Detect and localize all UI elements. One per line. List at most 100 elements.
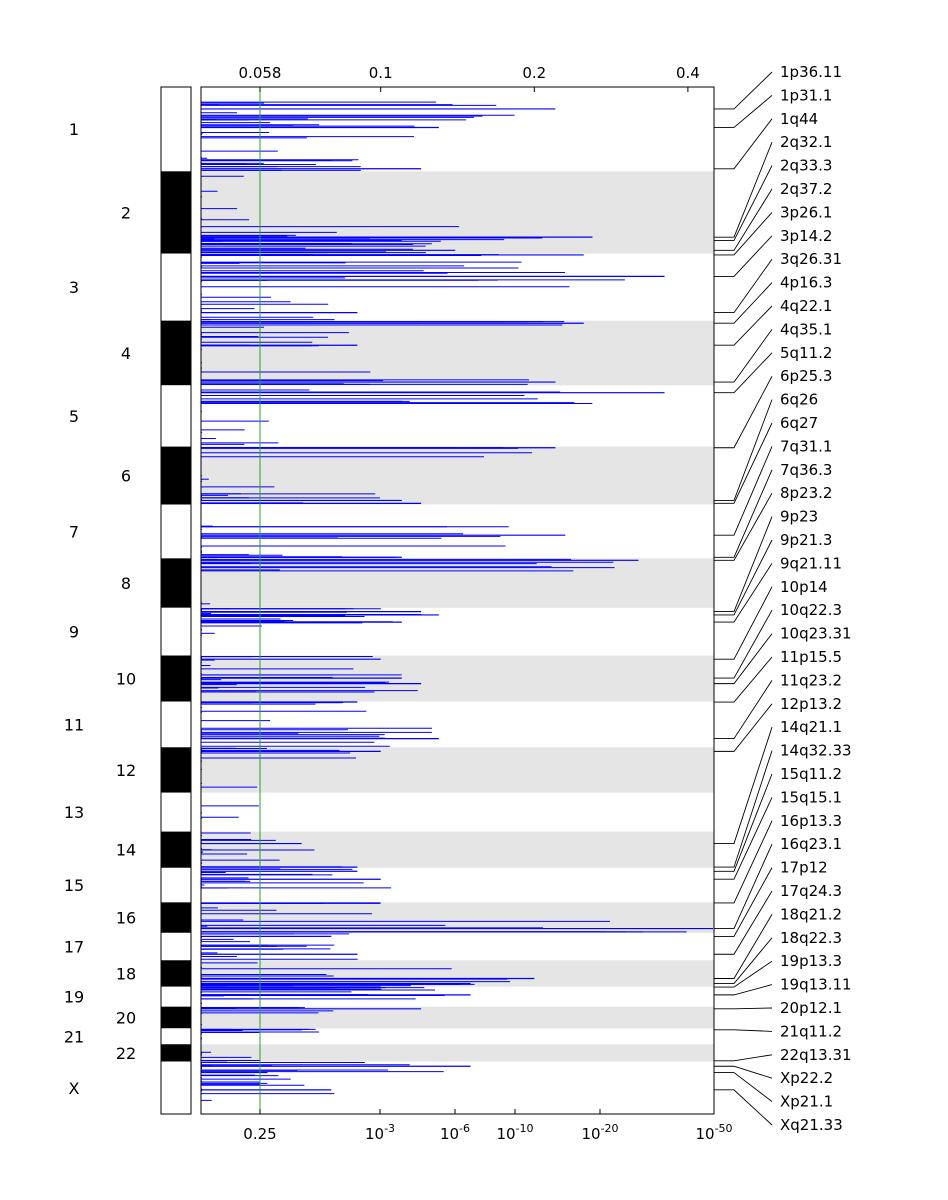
ideogram-chr-11 [161, 701, 191, 748]
chromosome-ideogram [160, 86, 192, 1115]
ideogram-chr-1 [161, 87, 191, 172]
peak-label: Xq21.33 [780, 1116, 843, 1134]
peak-leader-line [714, 844, 773, 930]
chromosome-label: 22 [116, 1044, 136, 1063]
peak-leader-line [714, 118, 773, 170]
peak-leader-line [714, 446, 773, 536]
peak-label: 21q11.2 [780, 1022, 842, 1040]
peak-leader-line [714, 680, 773, 740]
top-axis: 0.058 0.1 0.2 0.4 [239, 64, 700, 92]
ideogram-chr-21 [161, 1028, 191, 1045]
bottom-tick-label: 0.25 [243, 1125, 276, 1143]
tick-base: 10 [365, 1125, 384, 1143]
peak-label: 3p14.2 [780, 227, 832, 245]
chromosome-label: 19 [64, 988, 84, 1007]
top-tick-label: 0.1 [369, 64, 393, 82]
ideogram-chr-12 [161, 747, 191, 793]
peak-leader-line [714, 422, 773, 504]
peak-label: 3p26.1 [780, 203, 832, 221]
peak-label: 4q35.1 [780, 320, 832, 338]
peak-labels: 1p36.11 1p31.1 1q44 2q32.1 2q33.3 2q37.2 3p26.… [714, 63, 852, 1134]
peak-label: 1p31.1 [780, 86, 832, 104]
ideogram-chr-19 [161, 986, 191, 1007]
peak-leader-line [714, 960, 773, 988]
peak-label: 1q44 [780, 110, 818, 128]
peak-label: 18q22.3 [780, 929, 842, 947]
peak-label: 19p13.3 [780, 952, 842, 970]
peak-label: 8p23.2 [780, 484, 832, 502]
band-chr-8 [201, 558, 714, 608]
top-tick-label: 0.2 [522, 64, 546, 82]
ideogram-chr-10 [161, 655, 191, 702]
peak-leader-line [714, 469, 773, 558]
band-chr-6 [201, 446, 714, 505]
ideogram-chr-5 [161, 385, 191, 447]
bottom-tick-label: 10-50 [695, 1122, 732, 1143]
tick-base: 10 [496, 1125, 515, 1143]
peak-leader-line [714, 399, 773, 501]
peak-label: 16q23.1 [780, 835, 842, 853]
peak-leader-line [714, 914, 773, 979]
tick-exponent: -6 [459, 1122, 470, 1135]
tick-exponent: -20 [601, 1122, 619, 1135]
tick-base: 0.25 [243, 1125, 276, 1143]
peak-leader-line [714, 329, 773, 383]
tick-base: 10 [440, 1125, 459, 1143]
peak-leader-line [714, 212, 773, 256]
bottom-tick-label: 10-3 [365, 1122, 395, 1143]
peak-label: 14q32.33 [780, 742, 852, 760]
peak-label: 1p36.11 [780, 63, 842, 81]
chromosome-label: 20 [116, 1008, 136, 1027]
peak-leader-line [714, 516, 773, 613]
peak-label: 20p12.1 [780, 999, 842, 1017]
peak-leader-line [714, 539, 773, 616]
chromosome-label: 7 [69, 522, 79, 541]
chromosome-label: 6 [121, 467, 131, 486]
peak-leader-line [714, 375, 773, 449]
tick-base: 10 [581, 1125, 600, 1143]
peak-label: 6q27 [780, 414, 818, 432]
chromosome-label: 14 [116, 841, 136, 860]
tick-exponent: -50 [715, 1122, 733, 1135]
top-tick-label: 0.058 [239, 64, 282, 82]
ideogram-chr-3 [161, 253, 191, 321]
peak-leader-line [714, 750, 773, 868]
peak-label: 10p14 [780, 578, 828, 596]
chromosome-label: X [69, 1079, 80, 1098]
band-chr-18 [201, 960, 714, 987]
peak-leader-line [714, 633, 773, 685]
top-tick-label: 0.4 [676, 64, 700, 82]
ideogram-chr-4 [161, 320, 191, 386]
peak-leader-line [714, 1072, 773, 1102]
peak-label: 17q24.3 [780, 882, 842, 900]
peak-label: 10q22.3 [780, 601, 842, 619]
chromosome-label: 21 [64, 1027, 84, 1046]
peak-label: 12p13.2 [780, 695, 842, 713]
peak-leader-line [714, 165, 773, 241]
peak-label: 6p25.3 [780, 367, 832, 385]
peak-leader-line [714, 984, 773, 996]
peak-leader-line [714, 820, 773, 904]
ideogram-chr-13 [161, 792, 191, 832]
peak-leader-line [714, 1054, 773, 1062]
peak-leader-line [714, 937, 773, 984]
peak-leader-line [714, 656, 773, 703]
ideogram-chr-7 [161, 504, 191, 559]
peak-label: 4q22.1 [780, 297, 832, 315]
band-chr-20 [201, 1006, 714, 1029]
peak-leader-line [714, 773, 773, 872]
peak-label: 16p13.3 [780, 812, 842, 830]
peak-label: 4p16.3 [780, 274, 832, 292]
chromosome-label: 10 [116, 670, 136, 689]
peak-label: 11q23.2 [780, 671, 842, 689]
peak-leader-line [714, 235, 773, 277]
peak-leader-line [714, 797, 773, 880]
peak-leader-line [714, 258, 773, 314]
tick-base: 10 [695, 1125, 714, 1143]
chromosome-label: 16 [116, 909, 136, 928]
ideogram-chr-16 [161, 902, 191, 933]
bottom-tick-label: 10-6 [440, 1122, 470, 1143]
ideogram-chr-18 [161, 960, 191, 987]
plot-frame [200, 86, 715, 1115]
ideogram-chr-15 [161, 867, 191, 903]
